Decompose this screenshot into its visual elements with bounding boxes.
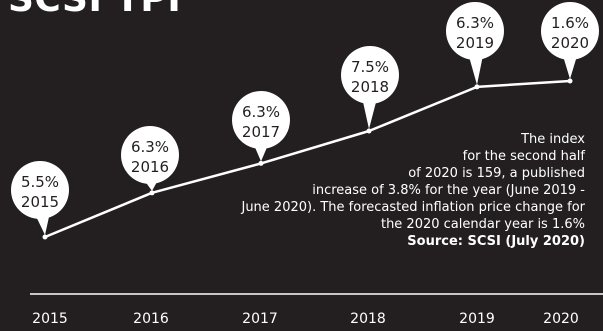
chart-title: SCSI TPI [8, 0, 181, 18]
bubble-pct-label: 6.3% [456, 14, 494, 32]
bubble-year-label: 2015 [21, 193, 59, 211]
x-tick-label: 2019 [459, 311, 495, 327]
data-point [567, 78, 573, 84]
bubble-year-label: 2018 [351, 78, 389, 96]
bubble-pct-label: 7.5% [351, 58, 389, 76]
bubble-circle [341, 46, 399, 104]
description-line: The index [521, 132, 585, 147]
bubble-circle [541, 2, 599, 60]
description-line: increase of 3.8% for the year (June 2019… [312, 183, 585, 198]
bubble-year-label: 2017 [242, 123, 280, 141]
x-tick-label: 2018 [350, 311, 386, 327]
bubble-tail [362, 99, 377, 130]
bubble-year-label: 2019 [456, 34, 494, 52]
description-line: the 2020 calendar year is 1.6% [380, 217, 585, 232]
x-tick-label: 2020 [543, 311, 579, 327]
data-point [42, 234, 48, 240]
series-line [44, 79, 571, 239]
bubble-circle [121, 126, 179, 184]
description-line: June 2020). The forecasted inflation pri… [241, 200, 585, 215]
bubble-label: 6.3% 2017 [232, 91, 290, 162]
bubble-label: 7.5% 2018 [341, 46, 399, 130]
bubble-pct-label: 1.6% [551, 14, 589, 32]
data-point [258, 160, 264, 166]
source-label: Source: SCSI (July 2020) [407, 234, 585, 249]
description-line: for the second half [462, 149, 585, 164]
bubble-label: 6.3% 2019 [446, 2, 504, 85]
bubble-tail [563, 56, 577, 79]
bubble-circle [11, 161, 69, 219]
x-tick-label: 2015 [32, 311, 68, 327]
bubble-pct-label: 6.3% [242, 103, 280, 121]
data-point [474, 84, 480, 90]
bubble-label: 5.5% 2015 [11, 161, 69, 235]
data-point [366, 128, 372, 134]
x-tick-label: 2016 [133, 311, 169, 327]
bubble-tail [468, 55, 483, 85]
bubble-pct-label: 5.5% [21, 173, 59, 191]
bubble-tail [35, 214, 50, 235]
bubble-circle [232, 91, 290, 149]
bubble-label: 6.3% 2016 [121, 126, 179, 191]
bubble-year-label: 2020 [551, 34, 589, 52]
bubble-pct-label: 6.3% [131, 138, 169, 156]
description-line: of 2020 is 159, a published [408, 166, 585, 181]
x-tick-label: 2017 [242, 311, 278, 327]
description-text: The index for the second half of 2020 is… [215, 131, 585, 250]
bubble-label: 1.6% 2020 [541, 2, 599, 79]
bubble-tail [254, 145, 268, 162]
bubble-circle [446, 2, 504, 60]
bubble-year-label: 2016 [131, 158, 169, 176]
data-point [149, 190, 155, 196]
